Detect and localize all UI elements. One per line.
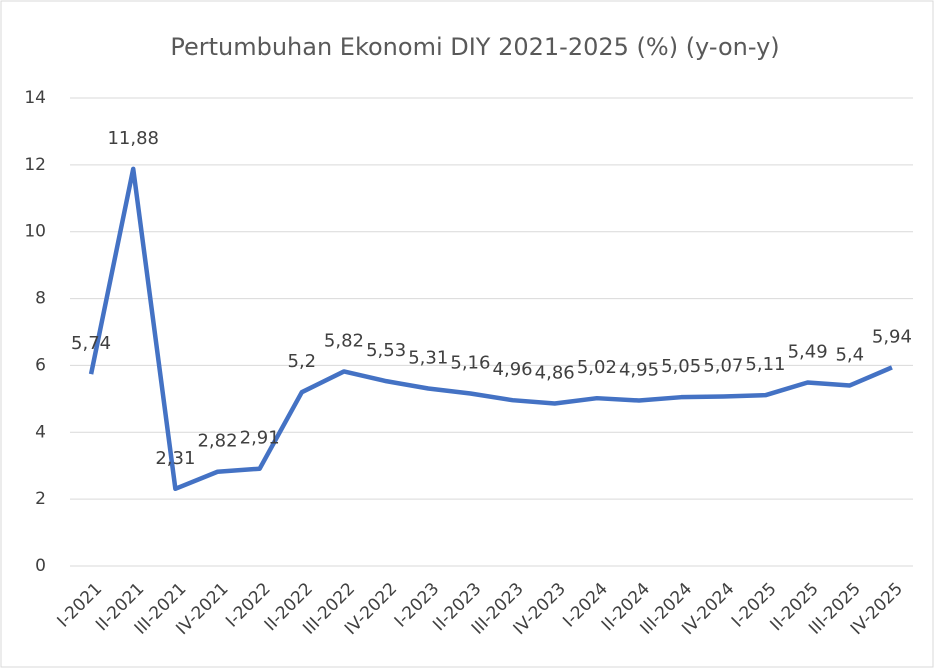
data-label: 2,31	[155, 448, 195, 469]
y-tick-label: 8	[35, 289, 46, 309]
data-label: 4,95	[619, 360, 659, 381]
data-label: 4,86	[535, 363, 575, 384]
data-label: 5,82	[324, 330, 364, 351]
data-label: 5,53	[366, 340, 406, 361]
data-label: 5,49	[788, 341, 828, 362]
chart-title: Pertumbuhan Ekonomi DIY 2021-2025 (%) (y…	[170, 33, 779, 61]
data-label: 5,07	[703, 356, 743, 377]
data-label: 5,11	[745, 354, 785, 375]
data-label: 5,2	[288, 351, 317, 372]
data-label: 5,16	[450, 353, 490, 374]
data-label: 5,02	[577, 357, 617, 378]
data-label: 5,4	[835, 344, 864, 365]
y-tick-label: 6	[35, 355, 46, 375]
y-tick-label: 2	[35, 489, 46, 509]
y-tick-label: 10	[24, 222, 46, 242]
data-label: 11,88	[107, 128, 159, 149]
data-label: 2,91	[240, 428, 280, 449]
data-label: 5,31	[408, 347, 448, 368]
data-label: 2,82	[197, 431, 237, 452]
y-tick-label: 4	[35, 422, 46, 442]
y-tick-label: 0	[35, 556, 46, 576]
data-label: 5,74	[71, 333, 111, 354]
y-tick-label: 14	[24, 88, 46, 108]
y-tick-label: 12	[24, 155, 46, 175]
data-label: 5,05	[661, 356, 701, 377]
data-label: 4,96	[493, 359, 533, 380]
data-label: 5,94	[872, 326, 912, 347]
line-series	[88, 166, 893, 492]
